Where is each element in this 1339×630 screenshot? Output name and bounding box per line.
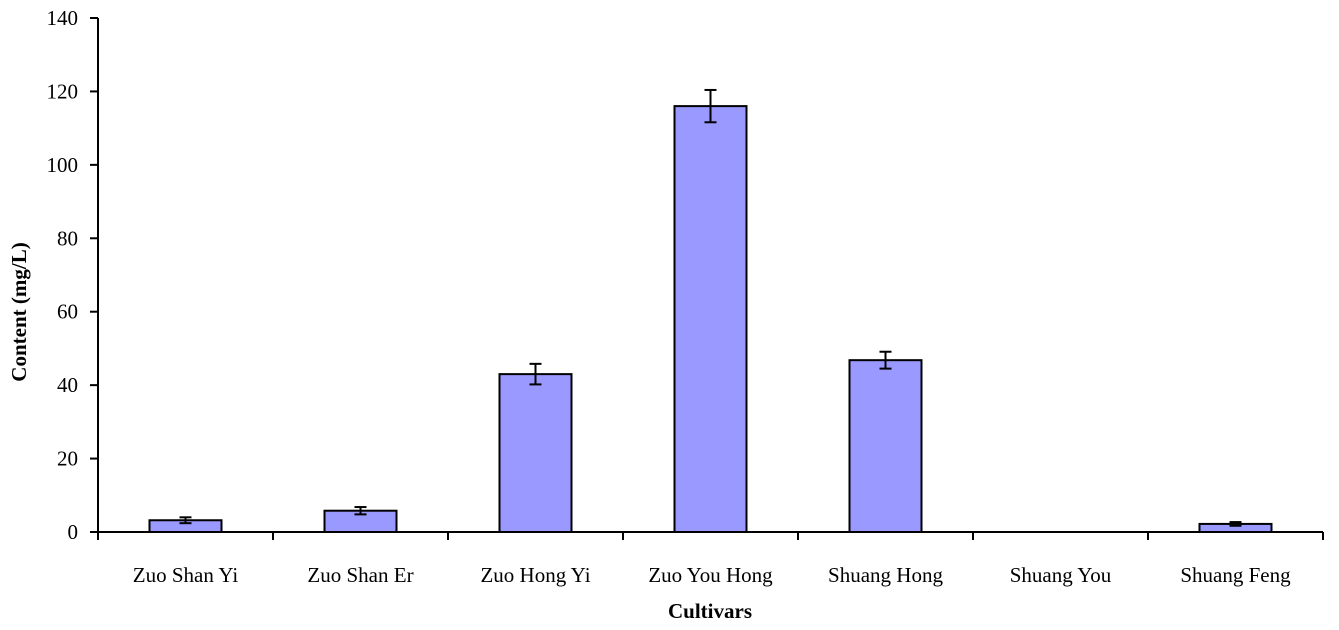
y-axis-title: Content (mg/L) xyxy=(7,242,31,381)
x-tick-label: Shuang You xyxy=(1010,563,1112,587)
x-tick-label: Zuo You Hong xyxy=(648,563,773,587)
y-ticks: 0 20 40 60 80 100 120 140 xyxy=(47,6,98,544)
error-bars xyxy=(179,88,1242,527)
x-tick-label: Zuo Shan Er xyxy=(307,563,413,587)
y-tick-label: 140 xyxy=(47,6,79,30)
x-tick-label: Zuo Hong Yi xyxy=(480,563,590,587)
y-tick-label: 40 xyxy=(57,373,78,397)
x-ticks: Zuo Shan Yi Zuo Shan Er Zuo Hong Yi Zuo You… xyxy=(97,532,1324,587)
x-axis-title: Cultivars xyxy=(668,599,752,623)
y-tick-label: 100 xyxy=(47,153,79,177)
bar xyxy=(498,373,573,533)
x-tick-label: Shuang Hong xyxy=(828,563,943,587)
bar xyxy=(848,359,923,534)
bars xyxy=(148,105,1273,534)
y-tick-label: 0 xyxy=(68,520,79,544)
x-tick-label: Shuang Feng xyxy=(1180,563,1291,587)
y-tick-label: 60 xyxy=(57,300,78,324)
y-tick-label: 20 xyxy=(57,447,78,471)
x-tick-label: Zuo Shan Yi xyxy=(133,563,239,587)
y-tick-label: 120 xyxy=(47,79,79,103)
bar xyxy=(673,105,748,533)
y-tick-label: 80 xyxy=(57,226,78,250)
